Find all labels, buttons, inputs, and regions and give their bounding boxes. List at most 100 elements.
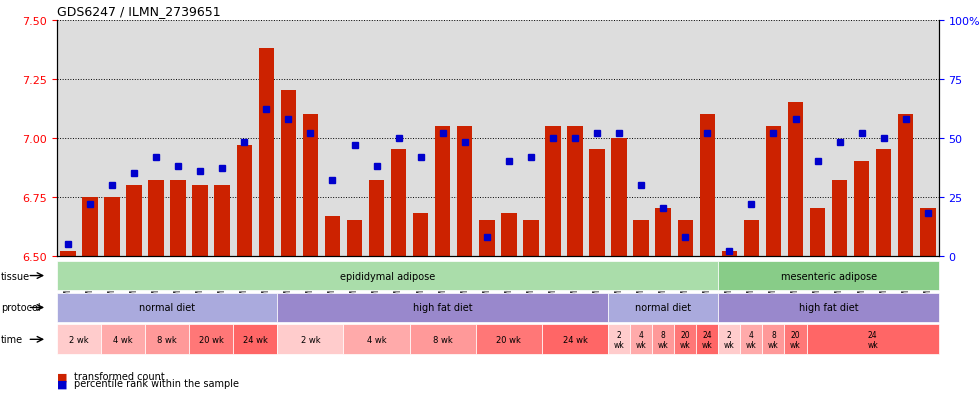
Bar [145, 21, 167, 256]
Bar [542, 21, 564, 256]
Bar [630, 21, 652, 256]
Bar [501, 214, 516, 256]
Bar [586, 21, 608, 256]
Bar [696, 21, 718, 256]
Text: 20 wk: 20 wk [497, 335, 521, 344]
Bar [347, 221, 363, 256]
Text: high fat diet: high fat diet [799, 303, 858, 313]
Text: ■: ■ [57, 378, 68, 388]
Bar [391, 150, 407, 256]
Bar [277, 21, 300, 256]
Bar [413, 214, 428, 256]
Text: percentile rank within the sample: percentile rank within the sample [74, 378, 239, 388]
Bar [343, 21, 366, 256]
Bar [454, 21, 476, 256]
Bar [612, 138, 627, 256]
Bar [280, 91, 296, 256]
Bar [545, 127, 561, 256]
Bar [876, 150, 892, 256]
Bar [233, 21, 255, 256]
Bar [898, 115, 913, 256]
Bar [851, 21, 872, 256]
Text: 24 wk: 24 wk [243, 335, 268, 344]
Bar [633, 221, 649, 256]
Text: 24
wk: 24 wk [702, 330, 712, 349]
Bar [148, 181, 164, 256]
Bar [324, 216, 340, 256]
Text: 8 wk: 8 wk [433, 335, 453, 344]
Text: 4
wk: 4 wk [636, 330, 647, 349]
Text: 2
wk: 2 wk [724, 330, 735, 349]
Bar [82, 197, 98, 256]
Bar [523, 221, 539, 256]
Bar [872, 21, 895, 256]
Bar [564, 21, 586, 256]
Bar [368, 181, 384, 256]
Bar [762, 21, 784, 256]
Text: normal diet: normal diet [635, 303, 691, 313]
Bar [832, 181, 848, 256]
Bar [653, 21, 674, 256]
Bar [589, 150, 605, 256]
Bar [321, 21, 344, 256]
Bar [101, 21, 123, 256]
Bar [171, 181, 186, 256]
Bar [854, 162, 869, 256]
Bar [677, 221, 693, 256]
Bar [498, 21, 519, 256]
Text: 20 wk: 20 wk [199, 335, 223, 344]
Text: 20
wk: 20 wk [790, 330, 801, 349]
Bar [718, 21, 740, 256]
Bar [608, 21, 630, 256]
Bar [192, 185, 208, 256]
Text: 8
wk: 8 wk [658, 330, 668, 349]
Bar [60, 252, 75, 256]
Bar [215, 185, 230, 256]
Text: normal diet: normal diet [139, 303, 195, 313]
Bar [721, 252, 737, 256]
Text: time: time [1, 335, 24, 344]
Bar [366, 21, 387, 256]
Bar [917, 21, 939, 256]
Bar [126, 185, 142, 256]
Text: 20
wk: 20 wk [680, 330, 691, 349]
Text: 2 wk: 2 wk [69, 335, 89, 344]
Bar [740, 21, 762, 256]
Bar [123, 21, 145, 256]
Bar [476, 21, 498, 256]
Text: protocol: protocol [1, 303, 40, 313]
Bar [828, 21, 851, 256]
Bar [788, 103, 804, 256]
Text: 24
wk: 24 wk [867, 330, 878, 349]
Bar [807, 21, 828, 256]
Bar [104, 197, 120, 256]
Bar [387, 21, 410, 256]
Bar [259, 49, 274, 256]
Bar [765, 127, 781, 256]
Bar [567, 127, 583, 256]
Bar [212, 21, 233, 256]
Bar [809, 209, 825, 256]
Bar [435, 127, 451, 256]
Text: tissue: tissue [1, 271, 30, 281]
Text: 2
wk: 2 wk [613, 330, 624, 349]
Text: high fat diet: high fat diet [413, 303, 472, 313]
Bar [784, 21, 807, 256]
Text: ■: ■ [57, 371, 68, 381]
Bar [895, 21, 916, 256]
Bar [656, 209, 671, 256]
Bar [457, 127, 472, 256]
Bar [78, 21, 101, 256]
Text: mesenteric adipose: mesenteric adipose [780, 271, 877, 281]
Text: 8
wk: 8 wk [768, 330, 779, 349]
Bar [236, 145, 252, 256]
Bar [167, 21, 189, 256]
Bar [674, 21, 696, 256]
Text: 4 wk: 4 wk [367, 335, 386, 344]
Text: transformed count: transformed count [74, 371, 166, 381]
Bar [744, 221, 760, 256]
Bar [255, 21, 277, 256]
Bar [303, 115, 318, 256]
Bar [520, 21, 542, 256]
Text: 8 wk: 8 wk [157, 335, 177, 344]
